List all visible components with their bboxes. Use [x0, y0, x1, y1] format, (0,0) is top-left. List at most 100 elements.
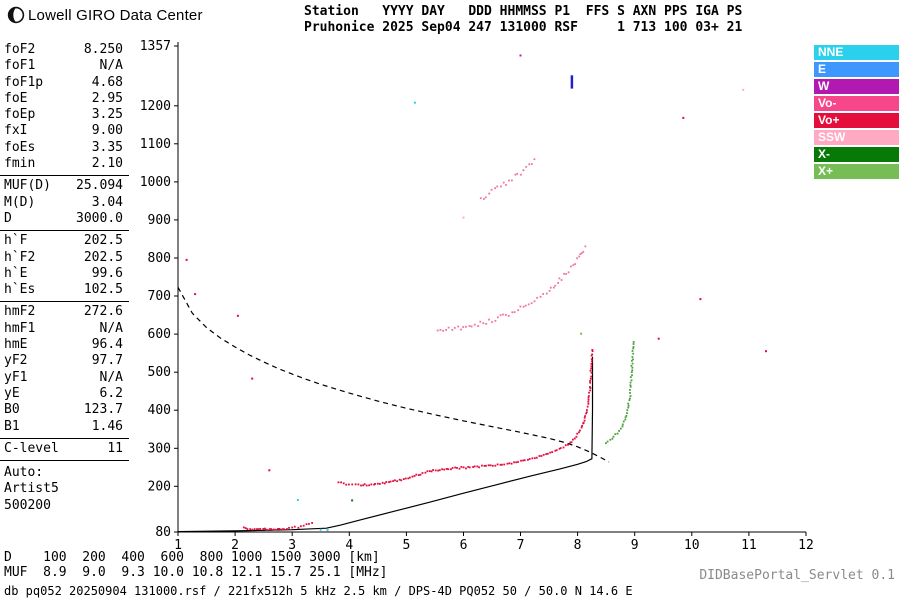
readout-label: yF1 [4, 369, 28, 385]
series-noise-echoes [185, 54, 767, 532]
readout-value: 2.95 [91, 90, 123, 106]
readout-value: 202.5 [83, 249, 123, 265]
status-bar: db pq052 20250904 131000.rsf / 221fx512h… [4, 584, 633, 598]
muf-table: D 100 200 400 600 800 1000 1500 3000 [km… [4, 550, 388, 580]
readout-label: M(D) [4, 194, 36, 210]
series-transmission-curve [177, 287, 610, 463]
readout-row-fmin: fmin 2.10 [4, 156, 129, 172]
readout-row-fof1: foF1 N/A [4, 58, 129, 74]
readout-label: foE [4, 90, 28, 106]
station-header-line1: Station YYYY DAY DDD HHMMSS P1 FFS S AXN… [304, 4, 743, 19]
svg-text:7: 7 [517, 538, 525, 553]
readout-group: foF2 8.250 foF1 N/A foF1p 4.68 foE 2.95 foEp 3.25… [0, 40, 129, 177]
giro-logo-icon[interactable] [7, 6, 25, 24]
readout-label: yF2 [4, 353, 28, 369]
readout-row-hmf1: hmF1 N/A [4, 321, 129, 337]
readout-label: foEp [4, 107, 36, 123]
readout-label: h`E [4, 265, 28, 281]
plot-axes: 8020030040050060070080090010001100120013… [140, 39, 814, 553]
readout-row-hf: h`F 202.5 [4, 233, 129, 249]
readout-group: C-level 11 [0, 439, 129, 462]
series-o-trace-F [337, 349, 594, 487]
auto-scaler-line: Artist5 [4, 481, 59, 497]
svg-text:11: 11 [741, 538, 757, 553]
svg-text:6: 6 [460, 538, 468, 553]
readout-group: hmF2 272.6 hmF1 N/A hmE 96.4 yF2 97.7 yF1 N/A yE 6.… [0, 302, 129, 439]
readout-panel: foF2 8.250 foF1 N/A foF1p 4.68 foE 2.95 foEp 3.25… [0, 40, 129, 514]
legend-item-e: E [814, 62, 899, 77]
series-second-hop-trace [436, 245, 587, 332]
readout-value: 3000.0 [76, 210, 123, 226]
readout-row-hme: hmE 96.4 [4, 337, 129, 353]
readout-row-fof2: foF2 8.250 [4, 42, 129, 58]
svg-text:10: 10 [684, 538, 700, 553]
readout-label: C-level [4, 440, 59, 456]
svg-text:300: 300 [148, 441, 171, 456]
ionogram-plot: 8020030040050060070080090010001100120013… [140, 39, 814, 553]
readout-row-b0: B0 123.7 [4, 402, 129, 418]
readout-label: h`F [4, 233, 28, 249]
readout-row-hf2: h`F2 202.5 [4, 250, 129, 266]
readout-value: 4.68 [91, 74, 123, 90]
readout-row-foe: foE 2.95 [4, 91, 129, 107]
svg-text:8: 8 [574, 538, 582, 553]
series-true-height-profile [177, 356, 594, 533]
muf-table-distance-row: D 100 200 400 600 800 1000 1500 3000 [km… [4, 550, 380, 565]
readout-label: hmF1 [4, 320, 36, 336]
svg-text:80: 80 [155, 525, 171, 540]
legend-item-w: W [814, 79, 899, 94]
readout-label: foF1 [4, 58, 36, 74]
readout-label: B0 [4, 402, 20, 418]
auto-scaler-line: Auto: [4, 465, 44, 481]
station-header: Station YYYY DAY DDD HHMMSS P1 FFS S AXN… [304, 4, 742, 36]
svg-text:400: 400 [148, 403, 171, 418]
readout-label: h`F2 [4, 249, 36, 265]
readout-label: fxI [4, 123, 28, 139]
legend-item-ssw: SSW [814, 130, 899, 145]
series-o-trace-E [242, 522, 313, 531]
svg-text:1357: 1357 [140, 39, 171, 54]
readout-group: h`F 202.5 h`F2 202.5 h`E 99.6 h`Es 102.5 [0, 231, 129, 303]
readout-value: 202.5 [83, 233, 123, 249]
readout-value: N/A [99, 369, 123, 385]
station-header-line2: Pruhonice 2025 Sep04 247 131000 RSF 1 71… [304, 20, 743, 35]
readout-label: MUF(D) [4, 178, 51, 194]
readout-row-mufd: MUF(D) 25.094 [4, 178, 129, 194]
readout-value: 102.5 [83, 282, 123, 298]
legend-item-x: X- [814, 147, 899, 162]
readout-value: 272.6 [83, 304, 123, 320]
auto-scaler-line: 500200 [4, 497, 51, 513]
readout-label: yE [4, 385, 20, 401]
app-title[interactable]: Lowell GIRO Data Center [28, 7, 203, 24]
readout-row-hes: h`Es 102.5 [4, 282, 129, 298]
readout-label: h`Es [4, 282, 36, 298]
svg-text:5: 5 [402, 538, 410, 553]
readout-value: 11 [107, 440, 123, 456]
readout-label: foEs [4, 139, 36, 155]
muf-table-muf-row: MUF 8.9 9.0 9.3 10.0 10.8 12.1 15.7 25.1… [4, 565, 388, 580]
series-x-trace [605, 341, 635, 445]
auto-scaler-block: Auto: Artist5 500200 [0, 461, 129, 514]
svg-text:9: 9 [631, 538, 639, 553]
svg-text:3: 3 [288, 538, 296, 553]
svg-text:4: 4 [345, 538, 353, 553]
readout-row-hmf2: hmF2 272.6 [4, 304, 129, 320]
readout-row-fxi: fxI 9.00 [4, 123, 129, 139]
readout-value: 96.4 [91, 337, 123, 353]
svg-text:800: 800 [148, 251, 171, 266]
svg-text:700: 700 [148, 289, 171, 304]
legend-item-vo: Vo- [814, 96, 899, 111]
series-third-hop-cluster [479, 158, 536, 200]
servlet-version: DIDBasePortal_Servlet 0.1 [699, 568, 895, 583]
svg-text:200: 200 [148, 479, 171, 494]
readout-label: foF1p [4, 74, 44, 90]
legend-item-nne: NNE [814, 45, 899, 60]
readout-row-foep: foEp 3.25 [4, 107, 129, 123]
readout-label: foF2 [4, 42, 36, 57]
svg-text:500: 500 [148, 365, 171, 380]
readout-label: hmE [4, 337, 28, 353]
svg-text:12: 12 [798, 538, 814, 553]
svg-text:1000: 1000 [140, 175, 171, 190]
readout-row-d: D 3000.0 [4, 211, 129, 227]
